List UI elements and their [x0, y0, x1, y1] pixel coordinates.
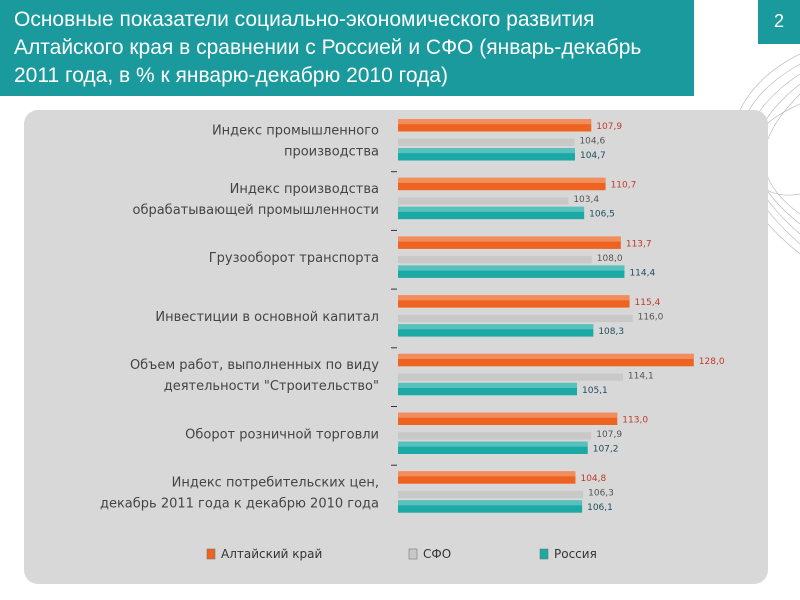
- data-label: 104,7: [580, 151, 606, 161]
- page-number-box: 2: [758, 0, 800, 44]
- bar: [398, 382, 578, 396]
- bar: [398, 427, 592, 440]
- category-label: Инвестиции в основной капитал: [155, 310, 379, 325]
- legend-label: Алтайский край: [221, 547, 322, 561]
- data-label: 110,7: [611, 181, 637, 191]
- data-label: 107,9: [596, 122, 622, 132]
- data-label: 115,4: [635, 298, 661, 308]
- bar: [398, 353, 694, 367]
- bar-highlight: [398, 471, 576, 477]
- legend-label: СФО: [423, 547, 451, 561]
- bar-highlight: [398, 412, 618, 418]
- data-label: 104,8: [580, 474, 606, 484]
- bar: [398, 295, 630, 308]
- category-label: Индекс промышленного: [212, 123, 379, 138]
- bar-highlight: [398, 382, 578, 389]
- category-label: Индекс производства: [230, 182, 379, 197]
- category-label: Индекс потребительских цен,: [172, 475, 379, 490]
- bar: [398, 485, 584, 499]
- bar-highlight: [398, 324, 594, 330]
- bar: [398, 500, 583, 513]
- bar: [398, 148, 575, 161]
- bar-highlight: [398, 295, 630, 301]
- bar: [398, 133, 575, 146]
- legend-label: Россия: [554, 547, 597, 561]
- page-number: 2: [773, 11, 784, 31]
- data-label: 114,4: [629, 268, 655, 278]
- data-label: 114,1: [628, 371, 654, 381]
- bar-highlight: [398, 250, 592, 257]
- bar-highlight: [398, 236, 621, 242]
- bar-highlight: [398, 119, 592, 125]
- bar-highlight: [398, 441, 588, 447]
- data-label: 113,0: [622, 416, 648, 426]
- bar: [398, 471, 576, 484]
- bar: [398, 441, 588, 454]
- bar-highlight: [398, 177, 606, 183]
- bar: [398, 192, 569, 205]
- bar: [398, 412, 618, 425]
- bar-highlight: [398, 192, 569, 198]
- bar-highlight: [398, 500, 583, 506]
- chart-panel: [24, 110, 768, 584]
- bar-highlight: [398, 133, 575, 139]
- category-label: декабрь 2011 года к декабрю 2010 года: [100, 496, 379, 511]
- category-label: обрабатывающей промышленности: [132, 203, 379, 218]
- legend-swatch: [539, 548, 549, 560]
- bar: [398, 177, 606, 191]
- data-label: 106,1: [587, 503, 613, 513]
- bar: [398, 324, 594, 337]
- data-label: 107,2: [593, 445, 619, 455]
- bar-highlight: [398, 353, 694, 360]
- data-label: 104,6: [579, 137, 605, 147]
- data-label: 103,4: [573, 195, 599, 205]
- category-label: производства: [284, 144, 379, 159]
- bar: [398, 309, 633, 323]
- bar-highlight: [398, 265, 625, 271]
- category-label: Грузооборот транспорта: [209, 251, 379, 266]
- bar-highlight: [398, 368, 623, 374]
- slide-title: Основные показатели социально-экономичес…: [14, 8, 642, 87]
- bar: [398, 368, 623, 381]
- bar: [398, 206, 585, 220]
- data-label: 107,9: [596, 430, 622, 440]
- category-label: Оборот розничной торговли: [185, 427, 379, 442]
- data-label: 116,0: [638, 313, 664, 323]
- data-label: 113,7: [626, 239, 652, 249]
- bar: [398, 250, 592, 264]
- data-label: 128,0: [699, 357, 725, 367]
- bar-chart: Индекс промышленного производства 107,9 104…: [100, 119, 725, 561]
- bar-highlight: [398, 206, 585, 212]
- bar: [398, 119, 592, 132]
- data-label: 108,3: [598, 327, 624, 337]
- bar-highlight: [398, 309, 633, 315]
- category-label: Объем работ, выполненных по виду: [130, 358, 379, 373]
- bar: [398, 265, 625, 278]
- bar-highlight: [398, 485, 584, 491]
- data-label: 106,5: [589, 210, 615, 220]
- data-label: 105,1: [582, 386, 608, 396]
- bar-highlight: [398, 148, 575, 154]
- legend-swatch: [206, 548, 216, 560]
- data-label: 106,3: [588, 489, 614, 499]
- legend-swatch: [408, 548, 418, 560]
- data-label: 108,0: [597, 254, 623, 264]
- title-banner: Основные показатели социально-экономичес…: [0, 0, 694, 96]
- bar-highlight: [398, 427, 592, 433]
- bar: [398, 236, 621, 249]
- category-label: деятельности "Строительство": [164, 379, 379, 394]
